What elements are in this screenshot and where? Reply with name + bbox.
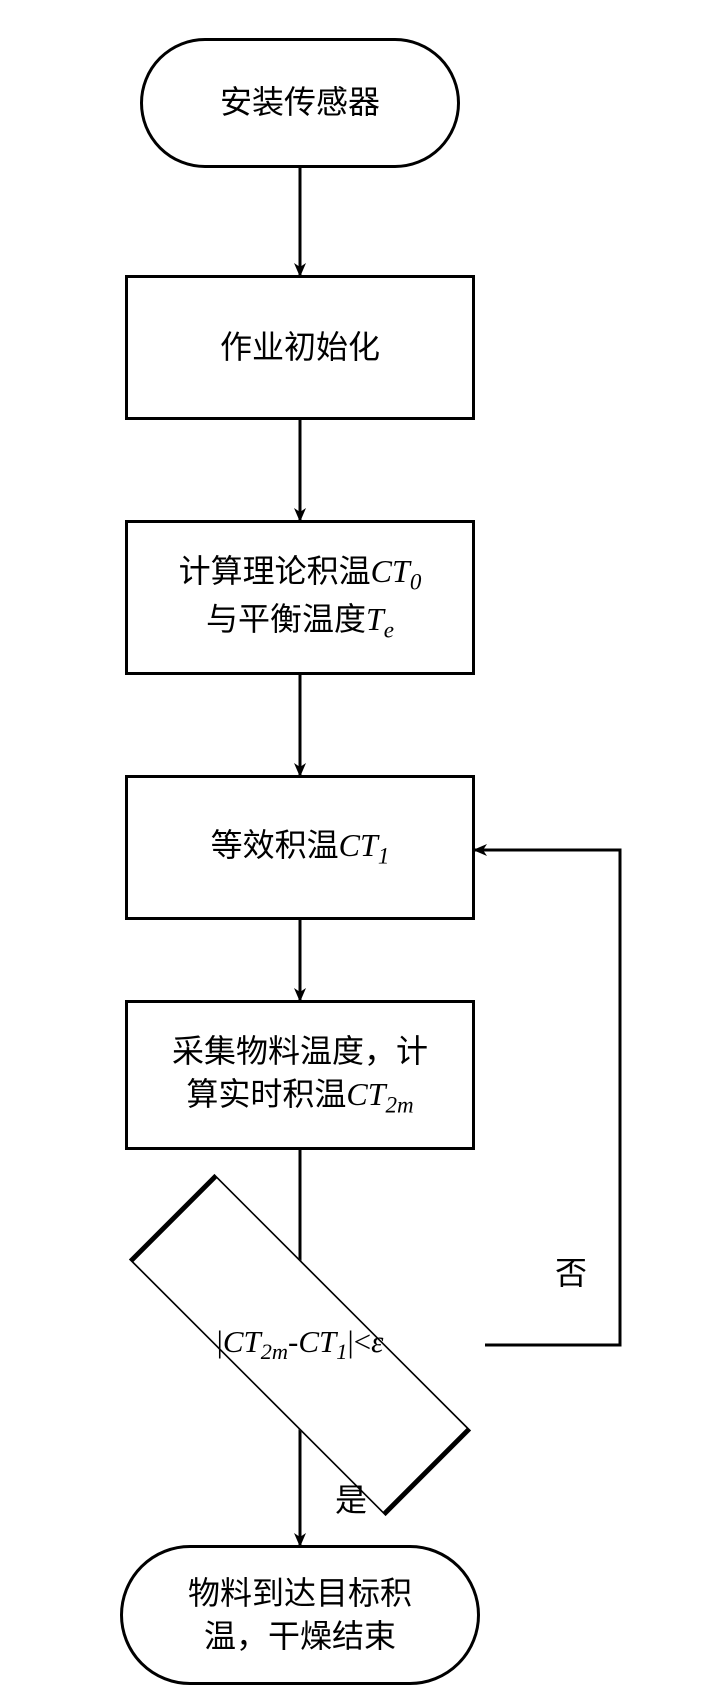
node-install-sensor: 安装传感器 xyxy=(140,38,460,168)
node-text: 等效积温CT1 xyxy=(211,824,390,872)
node-text: 作业初始化 xyxy=(220,326,380,369)
node-equivalent-ct1: 等效积温CT1 xyxy=(125,775,475,920)
node-text: 计算理论积温CT0与平衡温度Te xyxy=(179,550,422,645)
flowchart-canvas: 安装传感器 作业初始化 计算理论积温CT0与平衡温度Te 等效积温CT1 采集物… xyxy=(0,0,701,1702)
edge xyxy=(475,850,620,1345)
node-collect-temp: 采集物料温度，计算实时积温CT2m xyxy=(125,1000,475,1150)
node-text: 物料到达目标积温，干燥结束 xyxy=(188,1572,412,1658)
edge-label-no: 否 xyxy=(555,1248,587,1294)
node-text: 采集物料温度，计算实时积温CT2m xyxy=(172,1030,428,1121)
edge-label-yes: 是 xyxy=(335,1475,367,1521)
node-decision: |CT2m-CT1|<ε xyxy=(190,1235,410,1455)
node-text: |CT2m-CT1|<ε xyxy=(217,1324,384,1365)
node-end: 物料到达目标积温，干燥结束 xyxy=(120,1545,480,1685)
node-text: 安装传感器 xyxy=(220,81,380,124)
node-calc-theoretical: 计算理论积温CT0与平衡温度Te xyxy=(125,520,475,675)
node-job-init: 作业初始化 xyxy=(125,275,475,420)
